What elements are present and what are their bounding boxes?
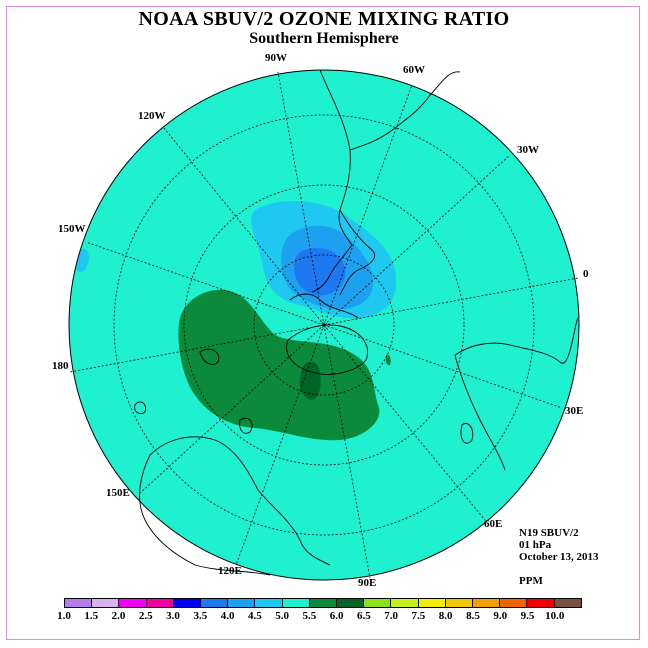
longitude-label-60e: 60E <box>484 518 503 530</box>
longitude-label-180: 180 <box>52 360 69 372</box>
legend-tick-label: 7.5 <box>411 610 426 622</box>
coast-south-america-east <box>349 71 461 151</box>
legend-tick-label: 4.5 <box>247 610 262 622</box>
longitude-label-90w: 90W <box>265 52 287 64</box>
longitude-label-60w: 60W <box>403 64 425 76</box>
legend-tick-label: 8.0 <box>438 610 453 622</box>
longitude-label-90e: 90E <box>358 577 377 589</box>
legend-swatch <box>554 599 581 607</box>
coast-new-zealand <box>199 348 220 365</box>
legend-swatch <box>65 599 93 607</box>
parallel-50s <box>183 184 465 466</box>
ozone-high-region <box>178 289 380 441</box>
coast-island <box>134 401 147 415</box>
legend-tick-label: 9.0 <box>493 610 508 622</box>
meridian-90e <box>323 324 371 579</box>
legend-tick-label: 1.5 <box>84 610 99 622</box>
legend-tick-label: 9.5 <box>520 610 535 622</box>
coast-africa-east <box>454 354 506 471</box>
longitude-label-120w: 120W <box>138 110 166 122</box>
legend-tick-label: 5.0 <box>275 610 289 622</box>
legend-swatch <box>527 599 555 607</box>
legend-swatch <box>418 599 446 607</box>
longitude-label-30e: 30E <box>565 405 584 417</box>
chart-title: NOAA SBUV/2 OZONE MIXING RATIO <box>138 8 510 30</box>
meridian-120e <box>235 324 325 566</box>
legend-tick-label: 1.0 <box>57 610 71 622</box>
instrument-label: N19 SBUV/2 <box>519 527 579 539</box>
figure-frame <box>6 6 640 640</box>
legend-swatch <box>201 599 229 607</box>
coast-south-america-west <box>311 69 353 293</box>
meridian-180 <box>69 324 325 373</box>
meridian-90w <box>277 71 325 326</box>
legend-swatch <box>146 599 174 607</box>
longitude-label-120e: 120E <box>218 565 242 577</box>
graticule <box>69 71 579 579</box>
legend-swatch <box>282 599 310 607</box>
parallel-70s <box>253 254 395 396</box>
coast-tasmania <box>239 417 253 434</box>
longitude-label-150w: 150W <box>58 223 86 235</box>
longitude-label-150e: 150E <box>106 487 130 499</box>
coast-antarctica <box>286 324 368 375</box>
chart-subtitle: Southern Hemisphere <box>249 30 399 47</box>
longitude-label-0: 0 <box>583 268 589 280</box>
legend-tick-label: 2.0 <box>111 610 126 622</box>
coast-australia-south <box>149 436 331 566</box>
legend-swatch <box>337 599 365 607</box>
parallel-30s <box>113 114 535 536</box>
date-label: October 13, 2013 <box>519 551 599 563</box>
legend-tick-label: 6.0 <box>329 610 344 622</box>
legend-tick-label: 6.5 <box>357 610 371 622</box>
coast-antarctic-peninsula <box>289 293 359 319</box>
legend-swatch <box>364 599 392 607</box>
coast-africa-south <box>454 317 579 364</box>
legend-swatch <box>309 599 338 607</box>
legend-swatch <box>391 599 419 607</box>
meridian-60w <box>323 84 413 326</box>
legend-tick-label: 7.0 <box>384 610 399 622</box>
legend-swatch <box>173 599 202 607</box>
legend-tick-label: 3.0 <box>166 610 180 622</box>
ozone-highest-region <box>299 361 321 400</box>
legend-ticks: 1.0 1.5 2.0 2.5 3.0 3.5 4.0 4.5 5.0 5.5 6.0 6.5 7.0 7… <box>0 610 648 624</box>
legend-swatch <box>228 599 256 607</box>
legend-tick-label: 5.5 <box>302 610 317 622</box>
map-boundary <box>68 69 580 581</box>
pressure-level-label: 01 hPa <box>519 539 552 551</box>
legend-swatch <box>119 599 147 607</box>
legend-swatch <box>473 599 501 607</box>
south-pole-marker <box>320 321 328 329</box>
legend-tick-label: 8.5 <box>466 610 480 622</box>
units-label: PPM <box>519 575 543 587</box>
coast-australia-west <box>139 454 271 576</box>
ozone-small-patch <box>385 354 391 366</box>
coast-patagonia <box>339 209 376 296</box>
meridian-0 <box>323 277 579 326</box>
coast-madagascar <box>460 423 474 444</box>
legend-tick-label: 4.0 <box>220 610 235 622</box>
legend-tick-label: 10.0 <box>545 610 565 622</box>
ozone-lowest-region <box>294 247 346 296</box>
legend-swatch <box>255 599 283 607</box>
legend-swatch <box>92 599 120 607</box>
legend-swatch <box>500 599 528 607</box>
legend-tick-label: 2.5 <box>138 610 153 622</box>
coastlines <box>134 69 579 576</box>
meridian-30w <box>323 154 511 326</box>
legend-tick-label: 3.5 <box>193 610 208 622</box>
color-legend <box>64 598 582 608</box>
longitude-label-30w: 30W <box>517 144 539 156</box>
legend-swatch <box>445 599 474 607</box>
